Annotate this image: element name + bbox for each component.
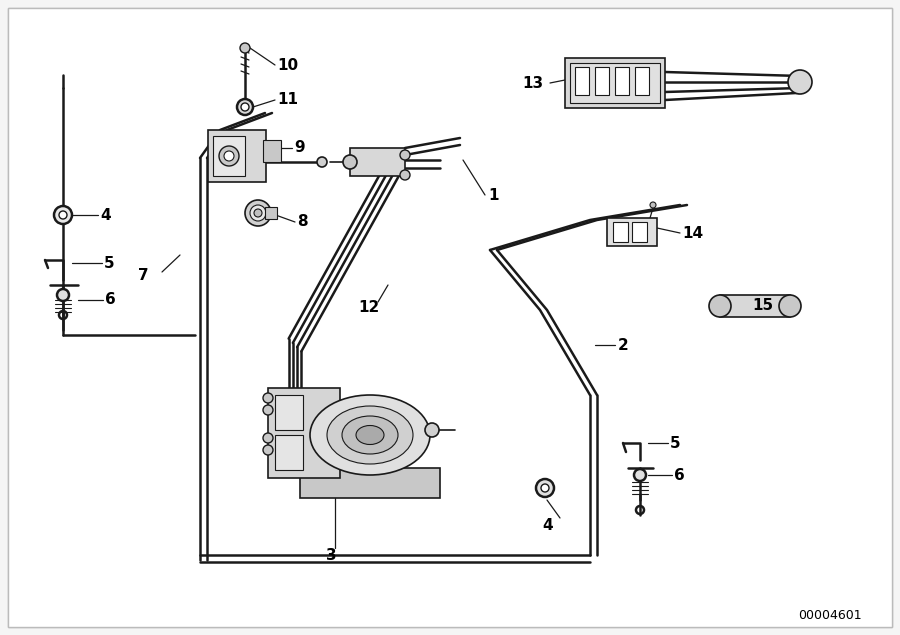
Text: 4: 4	[543, 518, 553, 533]
Bar	[595, 67, 609, 95]
Bar	[635, 67, 649, 95]
Bar	[607, 218, 657, 246]
Circle shape	[237, 99, 253, 115]
Circle shape	[263, 433, 273, 443]
Circle shape	[250, 205, 266, 221]
Circle shape	[240, 43, 250, 53]
Circle shape	[245, 200, 271, 226]
Text: 11: 11	[277, 93, 298, 107]
Circle shape	[219, 146, 239, 166]
Text: 2: 2	[618, 337, 629, 352]
Circle shape	[400, 170, 410, 180]
Bar	[565, 58, 665, 108]
Circle shape	[59, 211, 67, 219]
Circle shape	[779, 295, 801, 317]
Text: 00004601: 00004601	[798, 609, 862, 622]
Text: 10: 10	[277, 58, 298, 72]
Bar	[615, 67, 629, 95]
Ellipse shape	[327, 406, 413, 464]
Text: 8: 8	[297, 215, 308, 229]
Circle shape	[57, 289, 69, 301]
Circle shape	[650, 202, 656, 208]
Ellipse shape	[356, 425, 384, 444]
Bar	[213, 136, 245, 176]
Text: 7: 7	[138, 267, 148, 283]
Bar	[268, 388, 340, 478]
Bar	[208, 130, 266, 182]
Bar	[720, 295, 790, 317]
Bar	[570, 63, 660, 103]
Text: 6: 6	[674, 467, 685, 483]
Text: 9: 9	[294, 140, 304, 156]
Circle shape	[241, 103, 249, 111]
Bar	[275, 395, 303, 430]
Circle shape	[343, 155, 357, 169]
Text: 12: 12	[358, 300, 379, 316]
Circle shape	[54, 206, 72, 224]
Text: 14: 14	[682, 225, 703, 241]
Bar	[265, 207, 277, 219]
Text: 15: 15	[752, 298, 773, 312]
Text: 4: 4	[100, 208, 111, 222]
Circle shape	[400, 150, 410, 160]
Bar	[575, 67, 589, 95]
Circle shape	[263, 445, 273, 455]
Text: 5: 5	[104, 255, 114, 271]
Bar	[632, 222, 647, 242]
Circle shape	[788, 70, 812, 94]
Text: 6: 6	[105, 293, 116, 307]
Circle shape	[254, 209, 262, 217]
Circle shape	[224, 151, 234, 161]
Circle shape	[425, 423, 439, 437]
Bar	[300, 468, 440, 498]
Circle shape	[536, 479, 554, 497]
Bar	[350, 148, 405, 176]
Circle shape	[263, 405, 273, 415]
Bar	[263, 140, 281, 162]
Text: 13: 13	[522, 76, 543, 91]
Ellipse shape	[342, 416, 398, 454]
Text: 5: 5	[670, 436, 680, 450]
Circle shape	[634, 469, 646, 481]
Ellipse shape	[310, 395, 430, 475]
Circle shape	[317, 157, 327, 167]
Circle shape	[541, 484, 549, 492]
Text: 1: 1	[488, 187, 499, 203]
Bar	[275, 435, 303, 470]
Circle shape	[263, 393, 273, 403]
Circle shape	[709, 295, 731, 317]
Bar	[613, 222, 628, 242]
Text: 3: 3	[326, 547, 337, 563]
